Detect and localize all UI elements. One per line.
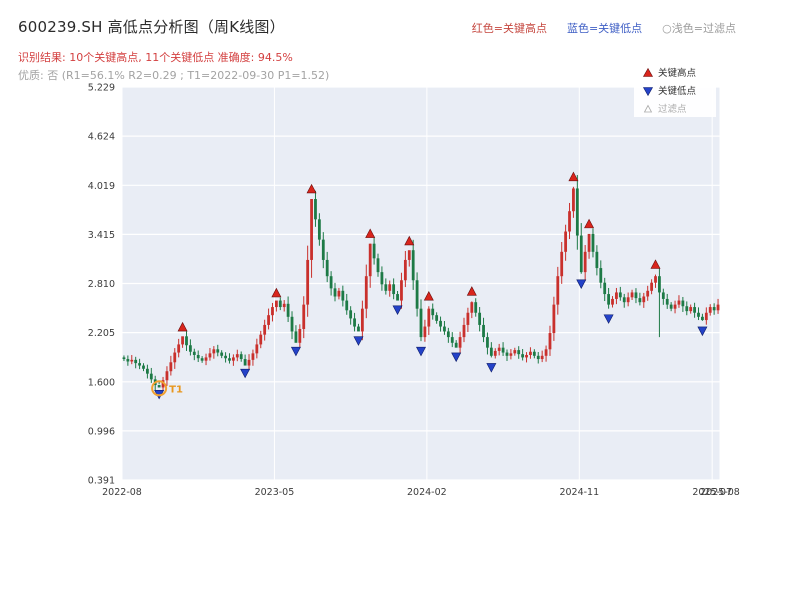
svg-text:过滤点: 过滤点: [658, 103, 687, 115]
svg-text:2022-08: 2022-08: [102, 487, 142, 498]
legend-filtered-icon: [643, 104, 653, 113]
svg-text:2025-07: 2025-07: [692, 487, 732, 498]
svg-text:0.996: 0.996: [88, 426, 115, 437]
svg-text:0.391: 0.391: [88, 476, 115, 487]
svg-text:1.600: 1.600: [88, 377, 115, 388]
svg-text:2.205: 2.205: [88, 328, 115, 339]
svg-text:4.019: 4.019: [88, 181, 115, 192]
legend-filtered-label: ○浅色=过滤点: [662, 22, 736, 35]
svg-text:4.624: 4.624: [88, 132, 115, 143]
svg-text:2024-02: 2024-02: [407, 487, 447, 498]
svg-text:5.229: 5.229: [88, 83, 115, 94]
legend-blue-low-label: 蓝色=关键低点: [566, 22, 643, 35]
svg-text:关键低点: 关键低点: [658, 85, 697, 97]
candles: [122, 175, 720, 391]
key-high-markers: [177, 171, 661, 332]
svg-text:2024-11: 2024-11: [559, 487, 599, 498]
page-title: 600239.SH 高低点分析图（周K线图）: [18, 18, 285, 36]
legend-red-high-label: 红色=关键高点: [471, 22, 547, 35]
t1-highlight: T1: [151, 380, 183, 397]
svg-text:2.810: 2.810: [88, 279, 115, 290]
svg-text:3.415: 3.415: [88, 230, 115, 241]
legend-key-low-icon: [642, 87, 654, 97]
key-low-markers: [154, 279, 708, 400]
svg-text:T1: T1: [169, 384, 183, 395]
top-legend: 红色=关键高点 蓝色=关键低点 ○浅色=过滤点: [472, 20, 736, 36]
svg-text:2023-05: 2023-05: [255, 487, 295, 498]
quality-text: 优质: 否 (R1=56.1% R2=0.29 ; T1=2022-09-30 …: [18, 69, 330, 82]
svg-text:关键高点: 关键高点: [658, 67, 697, 79]
svg-text:2025-08: 2025-08: [700, 487, 740, 498]
gridlines-and-ticks: 5.229 4.624 4.019 3.415 2.810 2.205 1.600 0.996…: [88, 83, 740, 499]
legend-key-high-icon: [642, 67, 654, 77]
recognition-result-text: 识别结果: 10个关键高点, 11个关键低点 准确度: 94.5%: [18, 51, 293, 64]
